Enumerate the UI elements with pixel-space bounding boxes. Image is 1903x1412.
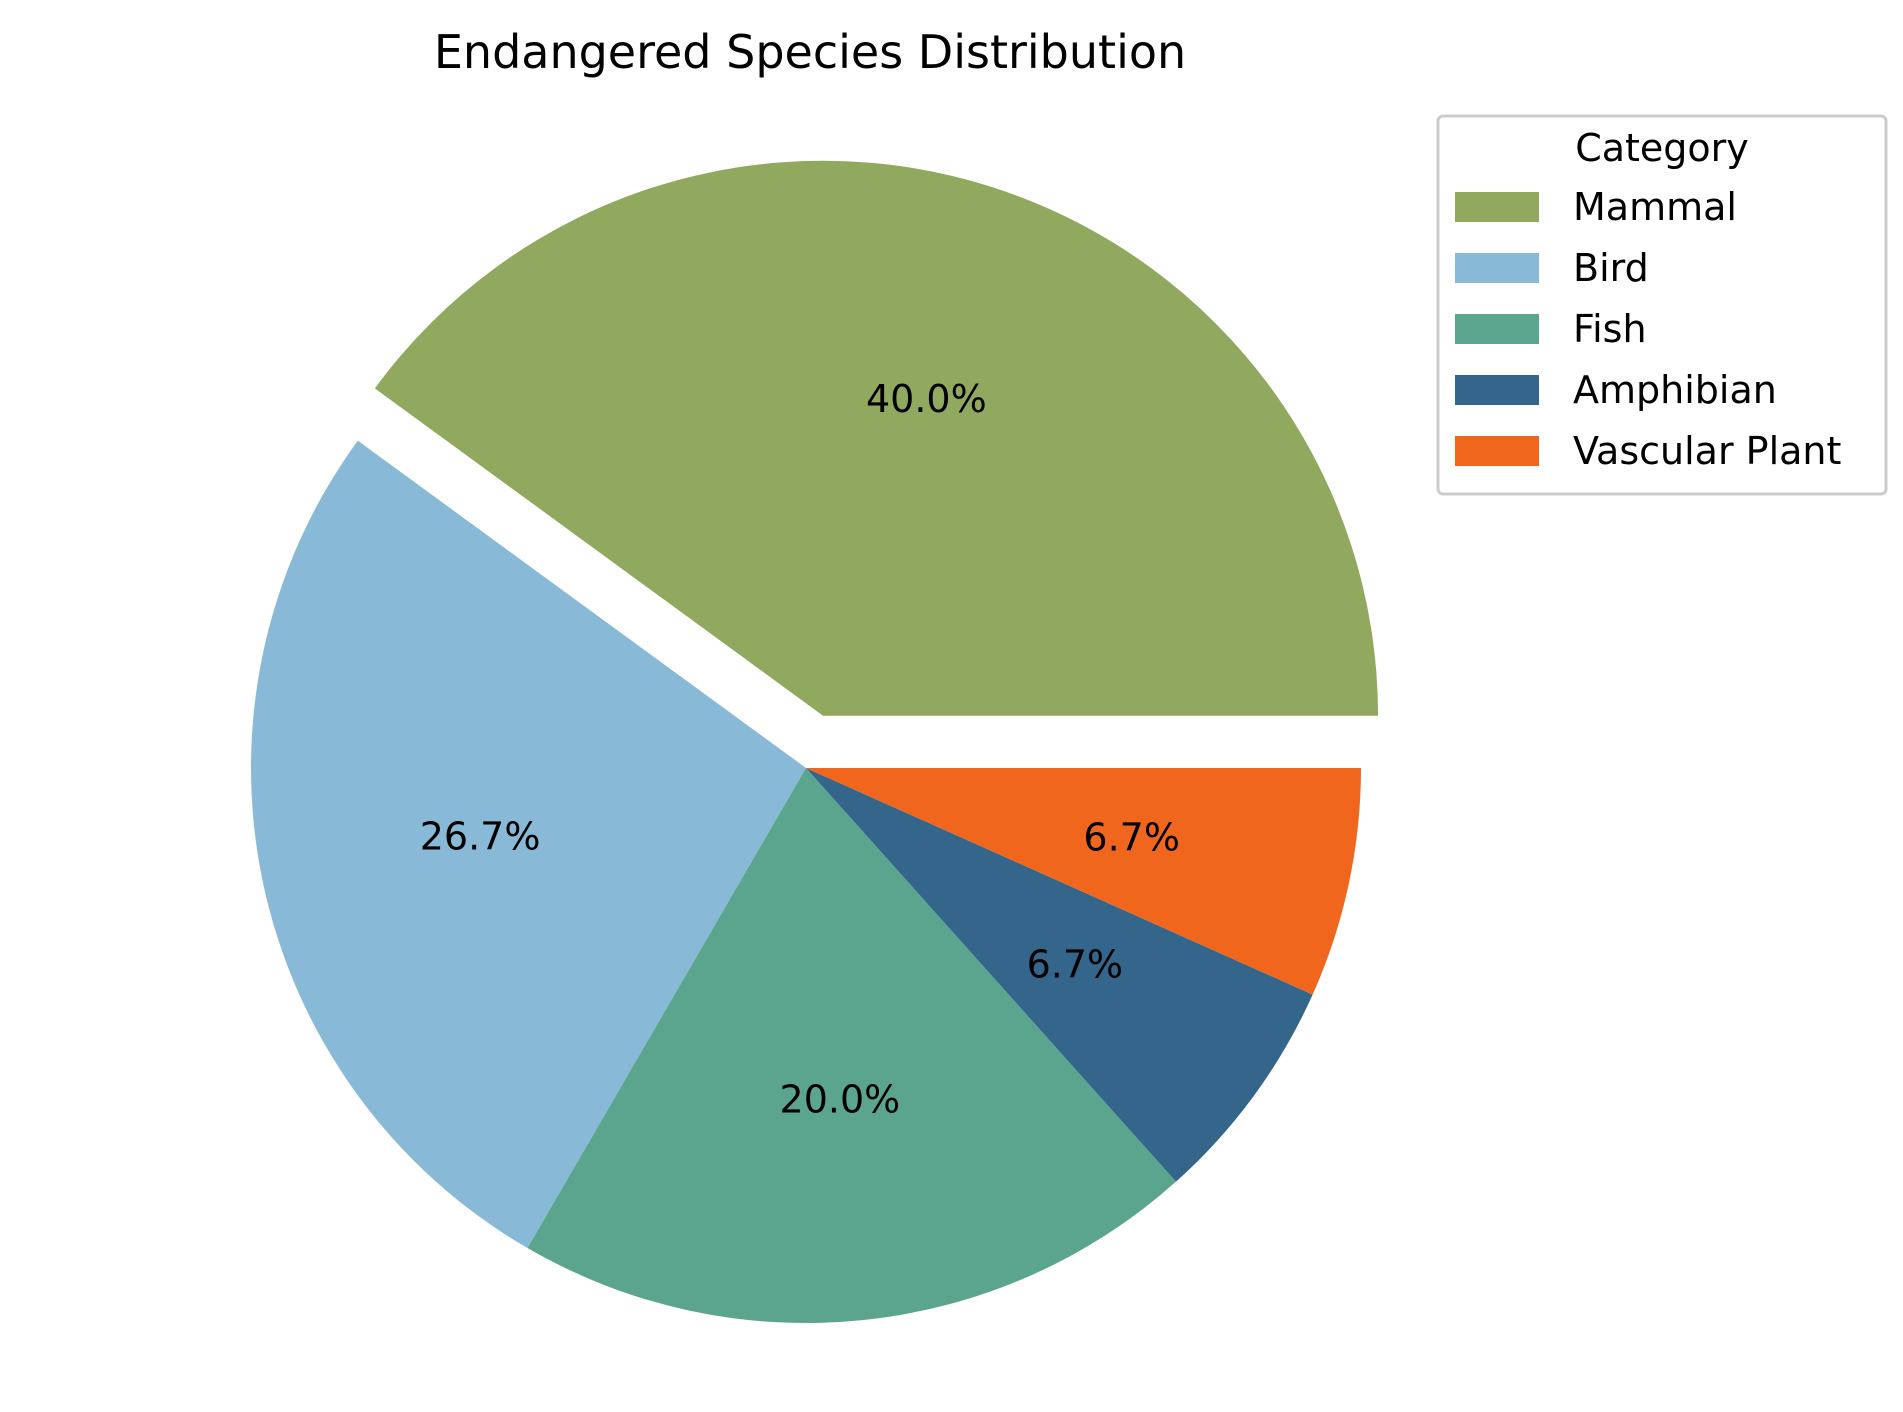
legend-swatch-mammal xyxy=(1455,192,1539,222)
pie-label-amphibian: 6.7% xyxy=(1027,942,1124,986)
legend-label-vascular-plant: Vascular Plant xyxy=(1573,429,1841,473)
legend-items: Mammal Bird Fish Amphibian Vascular Plant xyxy=(1455,185,1841,473)
pie-label-bird: 26.7% xyxy=(420,814,541,858)
legend-swatch-vascular-plant xyxy=(1455,436,1539,466)
legend: Category Mammal Bird Fish Amphibian Vascular… xyxy=(1436,114,1888,496)
legend-swatch-amphibian xyxy=(1455,375,1539,405)
pie-slice-vascular-plant xyxy=(806,768,1361,995)
legend-label-fish: Fish xyxy=(1573,307,1647,351)
pie-label-fish: 20.0% xyxy=(780,1077,901,1121)
pie-labels: 40.0% 26.7% 20.0% 6.7% 6.7% xyxy=(420,377,1180,1121)
pie-label-mammal: 40.0% xyxy=(866,377,987,421)
legend-label-amphibian: Amphibian xyxy=(1573,368,1777,412)
pie-label-vascular-plant: 6.7% xyxy=(1083,816,1180,860)
pie-slice-amphibian xyxy=(806,768,1313,1182)
legend-label-bird: Bird xyxy=(1573,246,1649,290)
chart-title: Endangered Species Distribution xyxy=(434,25,1186,79)
legend-swatch-bird xyxy=(1455,253,1539,283)
pie-slice-bird xyxy=(251,440,807,1249)
legend-label-mammal: Mammal xyxy=(1573,185,1737,229)
legend-swatch-fish xyxy=(1455,314,1539,344)
pie-slice-mammal xyxy=(374,160,1379,716)
pie-slices xyxy=(251,160,1379,1323)
legend-box xyxy=(1436,114,1888,496)
legend-title: Category xyxy=(1575,126,1749,170)
pie-slice-fish xyxy=(527,768,1176,1323)
